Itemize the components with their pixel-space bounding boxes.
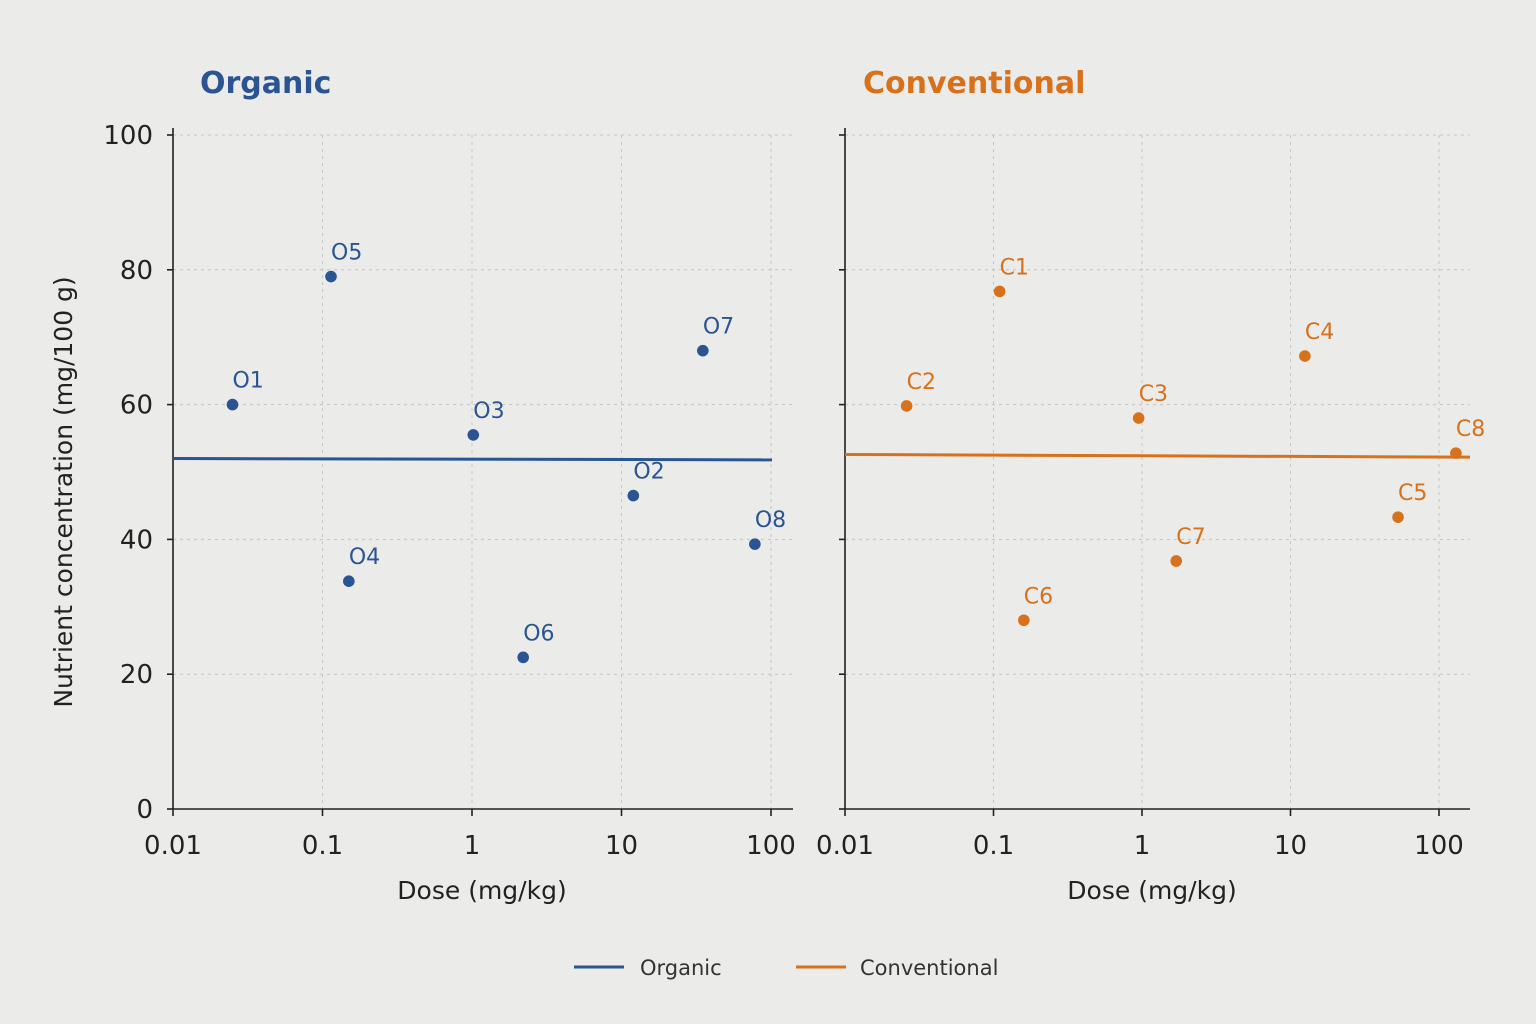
data-point <box>1299 350 1311 362</box>
x-tick-label: 0.1 <box>973 831 1014 861</box>
data-point <box>226 398 239 411</box>
x-tick-label: 10 <box>1274 831 1307 861</box>
y-tick-label: 20 <box>120 660 153 690</box>
data-point <box>900 400 913 412</box>
data-point <box>749 538 761 550</box>
data-label: C2 <box>907 370 936 395</box>
data-label: C3 <box>1139 382 1168 407</box>
y-axis-label: Nutrient concentration (mg/100 g) <box>49 276 78 707</box>
data-point <box>1018 614 1030 627</box>
data-point <box>343 575 355 587</box>
data-point <box>697 344 709 357</box>
x-tick-label: 1 <box>464 831 481 861</box>
x-tick-label: 0.01 <box>144 831 202 861</box>
series-line <box>172 457 773 462</box>
x-tick-label: 10 <box>605 831 638 861</box>
data-point <box>1170 555 1183 567</box>
data-point <box>1392 511 1404 523</box>
data-label: O3 <box>473 399 504 424</box>
data-label: O4 <box>349 545 380 570</box>
data-label: C4 <box>1305 320 1334 345</box>
x-tick-label: 0.1 <box>302 831 343 861</box>
y-tick-label: 100 <box>103 121 153 151</box>
data-label: C8 <box>1456 417 1485 442</box>
legend: Organic Conventional <box>574 956 998 980</box>
y-tick-label: 80 <box>120 256 153 286</box>
data-point <box>325 270 337 283</box>
x-tick-label: 0.01 <box>816 831 874 861</box>
legend-organic-label: Organic <box>640 956 722 980</box>
panel-title: Conventional <box>863 66 1085 101</box>
data-point <box>627 489 640 502</box>
data-label: C5 <box>1398 481 1427 506</box>
x-tick-label: 1 <box>1134 831 1151 861</box>
data-label: C7 <box>1176 525 1205 550</box>
y-tick-label: 0 <box>136 795 153 825</box>
data-label: O6 <box>523 621 554 646</box>
data-label: O2 <box>633 460 664 485</box>
organic-panel: Organic 0 20 40 60 80 100 0.01 0.1 1 10 100 Dose (mg… <box>103 66 795 905</box>
panel-title: Organic <box>200 66 331 101</box>
data-label: O5 <box>331 241 362 266</box>
data-label: C6 <box>1024 584 1053 609</box>
data-label: O7 <box>703 315 734 340</box>
data-label: O8 <box>755 508 786 533</box>
y-tick-label: 40 <box>120 525 153 555</box>
data-point <box>1450 447 1462 459</box>
data-label: O1 <box>232 369 263 394</box>
x-tick-label: 100 <box>1414 831 1464 861</box>
x-axis-label: Dose (mg/kg) <box>1067 876 1236 905</box>
data-point <box>517 651 529 664</box>
data-point <box>1132 412 1145 424</box>
data-point <box>467 429 480 441</box>
data-label: C1 <box>1000 255 1029 280</box>
legend-conventional-label: Conventional <box>860 956 998 980</box>
y-tick-label: 60 <box>120 391 153 421</box>
data-point <box>993 285 1006 298</box>
conventional-panel: Conventional 0.01 0.1 1 10 100 Dose (mg/kg) C1 C… <box>816 66 1485 905</box>
x-axis-label: Dose (mg/kg) <box>397 876 566 905</box>
series-line <box>844 452 1471 459</box>
x-tick-label: 100 <box>746 831 796 861</box>
